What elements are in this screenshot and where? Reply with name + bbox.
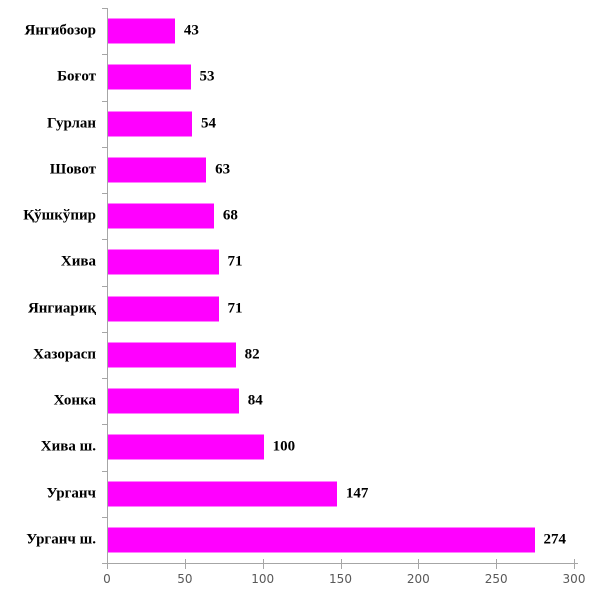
x-axis-line [107,563,578,564]
x-axis-tick [184,559,186,569]
y-axis-tick [102,146,108,148]
x-axis-tick [262,559,264,569]
value-label: 54 [201,115,217,132]
category-label: Урганч ш. [26,531,96,548]
y-axis-tick [102,563,108,564]
x-axis-tick-label: 100 [251,572,275,586]
bar [108,527,535,553]
y-axis-tick [102,424,108,426]
y-axis-tick [102,239,108,241]
x-axis-tick [107,559,108,569]
x-axis-tick-label: 300 [562,572,586,586]
x-axis-tick-label: 250 [484,572,508,586]
value-label: 71 [227,300,243,317]
bar [108,388,239,414]
value-label: 274 [543,531,567,548]
value-label: 82 [244,346,260,363]
y-axis-tick [102,331,108,333]
x-axis-tick [574,559,575,569]
y-axis-tick [102,100,108,102]
x-axis-tick [418,559,420,569]
y-axis-tick [102,54,108,56]
bar [108,481,337,507]
value-label: 84 [247,392,263,409]
bar [108,18,175,44]
y-axis-tick [102,8,108,9]
bar [108,111,193,137]
x-axis-tick [340,559,342,569]
y-axis-tick [102,516,108,518]
bar [108,203,214,229]
y-axis-tick [102,378,108,379]
category-label: Хива [60,253,96,270]
bar [108,249,219,275]
category-label: Янгибозор [24,22,96,39]
category-label: Гурлан [47,115,96,132]
x-axis-tick-label: 200 [406,572,430,586]
value-label: 63 [215,161,231,178]
value-label: 53 [199,68,215,85]
category-label: Янгиариқ [27,300,96,317]
bar [108,157,207,183]
bar [108,64,191,90]
value-label: 68 [222,207,238,224]
y-axis-tick [102,470,108,472]
bar [108,434,264,460]
x-axis-tick-label: 0 [103,572,111,586]
bar [108,342,236,368]
y-axis-tick [102,193,108,194]
category-label: Боғот [57,68,96,85]
value-label: 71 [227,253,243,270]
category-label: Хива ш. [40,438,96,455]
value-label: 43 [183,22,199,39]
value-label: 147 [345,485,369,502]
x-axis-tick [496,559,498,569]
bar [108,296,219,322]
value-label: 100 [272,438,296,455]
y-axis-tick [102,285,108,287]
category-label: Хонка [53,392,96,409]
x-axis-tick-label: 150 [329,572,352,586]
category-label: Шовот [49,161,96,178]
category-label: Урганч [46,485,96,502]
category-label: Қўшкўпир [23,207,96,224]
x-axis-tick-label: 50 [177,572,193,586]
category-label: Хазорасп [33,346,96,363]
